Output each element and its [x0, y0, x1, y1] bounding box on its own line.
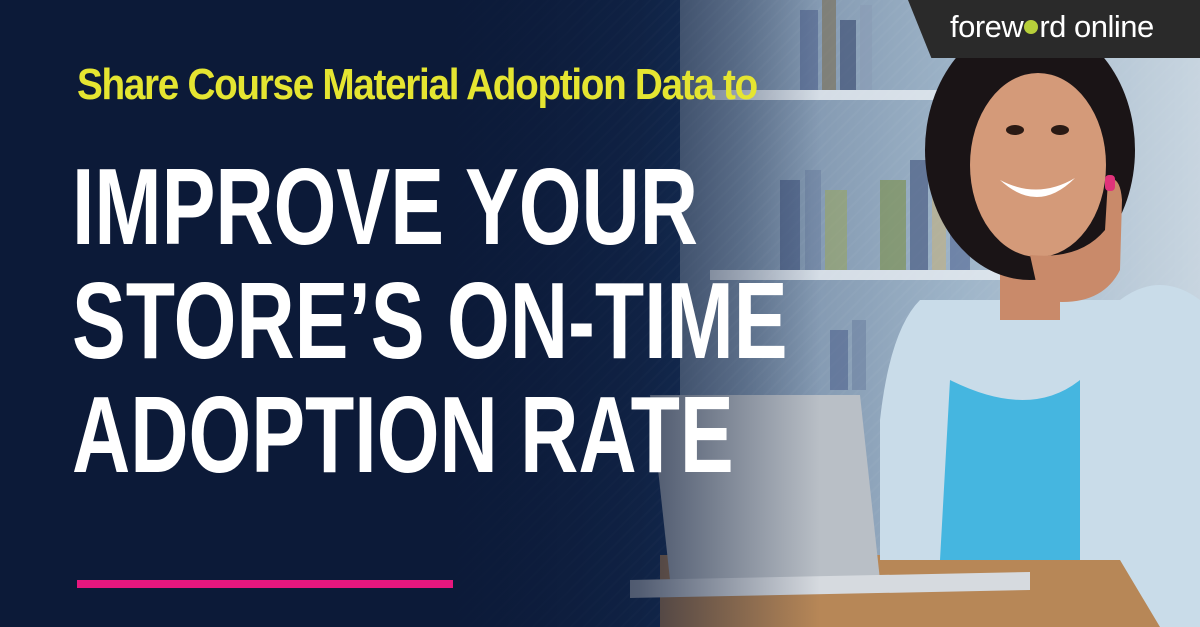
- text-background-gradient: [0, 0, 820, 627]
- logo-text-suffix: rd online: [1039, 9, 1154, 44]
- subtitle: Share Course Material Adoption Data to: [77, 60, 758, 109]
- foreword-online-logo[interactable]: forew rd online: [950, 9, 1154, 45]
- headline-line-1: IMPROVE YOUR: [72, 146, 698, 268]
- logo-dot-icon: [1024, 19, 1039, 34]
- headline: IMPROVE YOUR STORE’S ON-TIME ADOPTION RA…: [72, 150, 788, 492]
- headline-line-2: STORE’S ON-TIME: [72, 260, 788, 382]
- accent-bar: [77, 580, 453, 588]
- logo-text-prefix: forew: [950, 9, 1024, 44]
- headline-line-3: ADOPTION RATE: [72, 374, 734, 496]
- brand-band: [908, 0, 1200, 58]
